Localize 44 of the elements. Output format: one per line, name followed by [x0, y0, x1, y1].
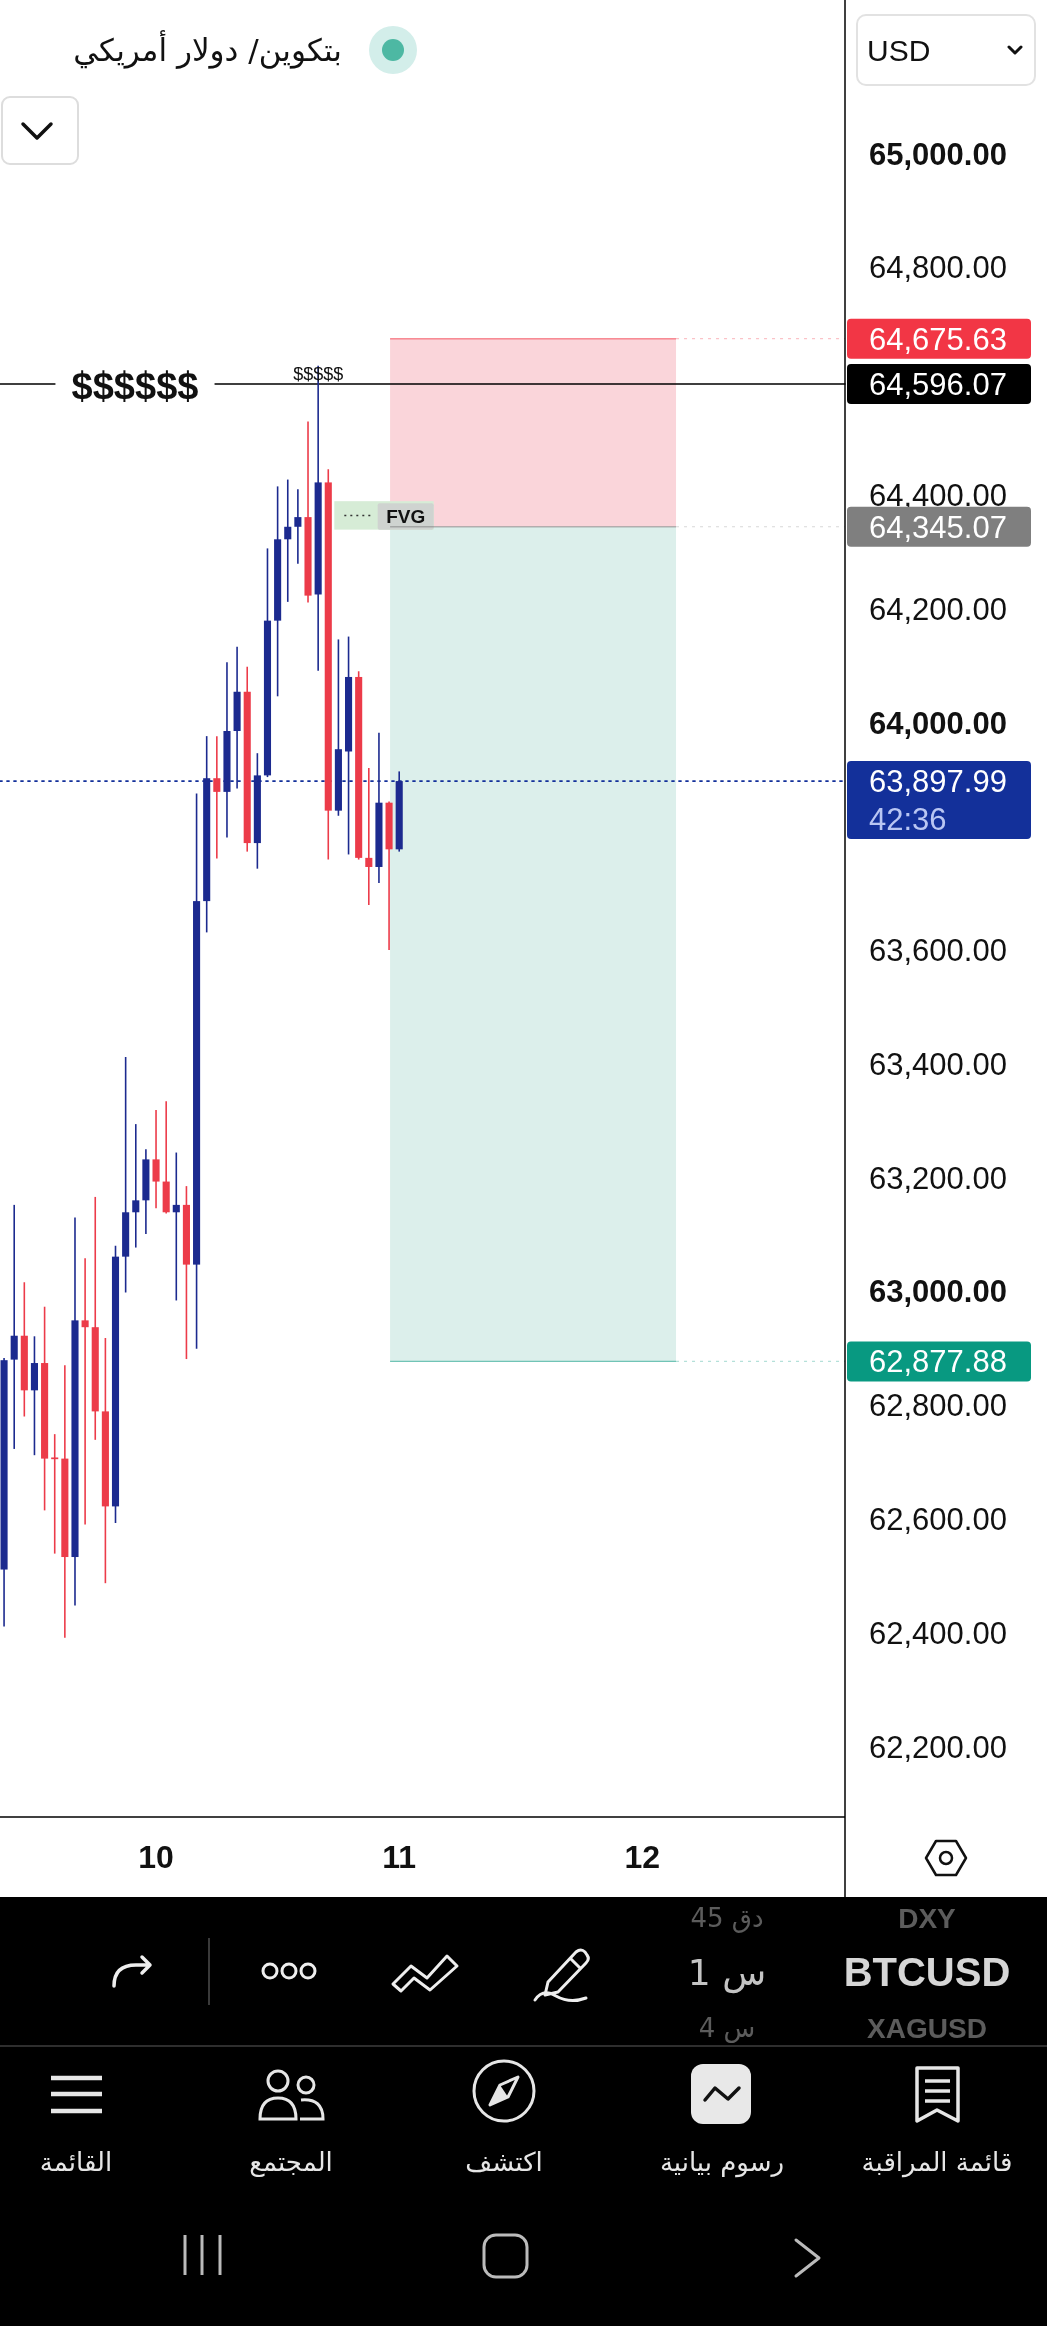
text: BTCUSD [843, 1950, 1011, 1994]
y-tick-label: 62,400.00 [869, 1615, 1007, 1651]
ref-line-label: 64,596.07 [869, 366, 1007, 402]
candlestick [10, 1204, 18, 1450]
y-tick-label: 63,000.00 [869, 1274, 1007, 1310]
y-tick-label: 63,400.00 [869, 1046, 1007, 1082]
band-label: FVG [386, 505, 426, 527]
text: اكتشف [465, 2147, 543, 2177]
text: قائمة المراقبة [861, 2147, 1013, 2178]
text: بتكوين/ دولار أمريكي [73, 30, 342, 69]
y-tick-label: 64,200.00 [869, 591, 1007, 627]
candlestick [152, 1109, 160, 1210]
text: 4 س [698, 2013, 756, 2043]
x-tick-label: 12 [624, 1839, 661, 1875]
ref-line-label: 63,897.99 42:36 [869, 763, 1007, 837]
candlestick [81, 1257, 89, 1526]
x-tick-label: 11 [382, 1839, 417, 1875]
y-tick-label: 65,000.00 [869, 136, 1007, 172]
text: 1 س [687, 1951, 767, 1994]
text: رسوم بيانية [659, 2147, 785, 2178]
candlestick [365, 767, 373, 906]
x-tick-label: 10 [138, 1839, 174, 1875]
annotation: $$$$$$ [71, 364, 199, 407]
y-tick-label: 64,000.00 [869, 705, 1007, 741]
text: XAGUSD [867, 2012, 987, 2044]
candlestick [213, 735, 221, 860]
y-tick-label: 64,800.00 [869, 250, 1007, 286]
y-tick-label: 62,200.00 [869, 1729, 1007, 1765]
text: DXY [898, 1902, 957, 1934]
text: 45 دق [690, 1903, 764, 1933]
y-tick-label: 63,200.00 [869, 1160, 1007, 1196]
y-tick-label: 62,800.00 [869, 1388, 1007, 1424]
candlestick [284, 478, 292, 603]
candlestick [294, 488, 302, 565]
y-tick-label: 63,600.00 [869, 933, 1007, 969]
candlestick [132, 1123, 140, 1249]
text: القائمة [39, 2147, 113, 2177]
text: USD [867, 33, 931, 67]
candlestick [51, 1433, 59, 1555]
ref-line-label: 64,675.63 [869, 321, 1007, 357]
y-tick-label: 62,600.00 [869, 1501, 1007, 1537]
text: المجتمع [249, 2147, 333, 2178]
ref-line-label: 62,877.88 [869, 1343, 1007, 1379]
candlestick [172, 1151, 180, 1302]
